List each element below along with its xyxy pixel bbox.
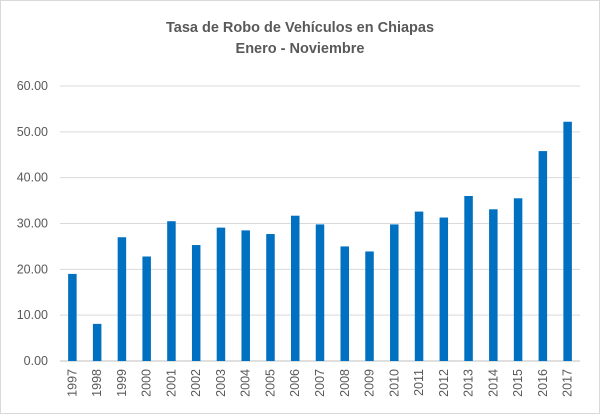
x-tick-label: 2016 bbox=[536, 369, 550, 397]
x-tick-label: 2012 bbox=[437, 369, 451, 397]
bar bbox=[439, 217, 449, 361]
x-tick-label: 2013 bbox=[462, 369, 476, 397]
x-tick-label: 2007 bbox=[313, 369, 327, 397]
bar bbox=[390, 224, 399, 361]
x-tick-label: 2008 bbox=[338, 369, 352, 397]
bar bbox=[266, 234, 275, 361]
bar bbox=[68, 273, 77, 361]
bar bbox=[340, 246, 350, 361]
x-tick-label: 2004 bbox=[239, 369, 253, 397]
bar bbox=[216, 227, 226, 361]
x-tick-label: 1997 bbox=[65, 369, 79, 397]
x-tick-label: 2000 bbox=[140, 369, 154, 397]
chart-subtitle: Enero - Noviembre bbox=[235, 41, 365, 57]
x-tick-label: 2017 bbox=[561, 369, 575, 397]
bar bbox=[489, 209, 498, 361]
y-tick-label: 10.00 bbox=[17, 308, 48, 322]
x-tick-label: 2009 bbox=[363, 369, 377, 397]
x-tick-label: 1998 bbox=[90, 369, 104, 397]
bar bbox=[142, 256, 151, 361]
bar bbox=[92, 323, 102, 361]
bar bbox=[513, 198, 523, 361]
x-tick-label: 2015 bbox=[511, 369, 525, 397]
x-tick-label: 2005 bbox=[263, 369, 277, 397]
x-tick-label: 1999 bbox=[115, 369, 129, 397]
x-tick-label: 2006 bbox=[288, 369, 302, 397]
bar bbox=[241, 230, 250, 361]
bar bbox=[464, 196, 473, 361]
bar bbox=[538, 151, 548, 361]
y-tick-label: 60.00 bbox=[17, 79, 48, 93]
x-tick-label: 2014 bbox=[486, 369, 500, 397]
bar bbox=[315, 224, 325, 361]
bar bbox=[365, 251, 374, 361]
bar bbox=[117, 237, 127, 361]
bar bbox=[191, 245, 201, 361]
bar bbox=[167, 221, 176, 361]
y-tick-label: 0.00 bbox=[24, 354, 48, 368]
x-tick-label: 2001 bbox=[164, 369, 178, 397]
y-tick-label: 40.00 bbox=[17, 171, 48, 185]
y-tick-label: 50.00 bbox=[17, 125, 48, 139]
y-tick-label: 30.00 bbox=[17, 217, 48, 231]
bar bbox=[414, 211, 424, 361]
y-tick-label: 20.00 bbox=[17, 262, 48, 276]
x-tick-label: 2010 bbox=[387, 369, 401, 397]
bar bbox=[290, 215, 300, 361]
bar bbox=[563, 121, 572, 361]
x-tick-label: 2003 bbox=[214, 369, 228, 397]
chart-title: Tasa de Robo de Vehículos en Chiapas bbox=[165, 20, 435, 36]
x-tick-label: 2002 bbox=[189, 369, 203, 397]
x-tick-label: 2011 bbox=[412, 369, 426, 396]
